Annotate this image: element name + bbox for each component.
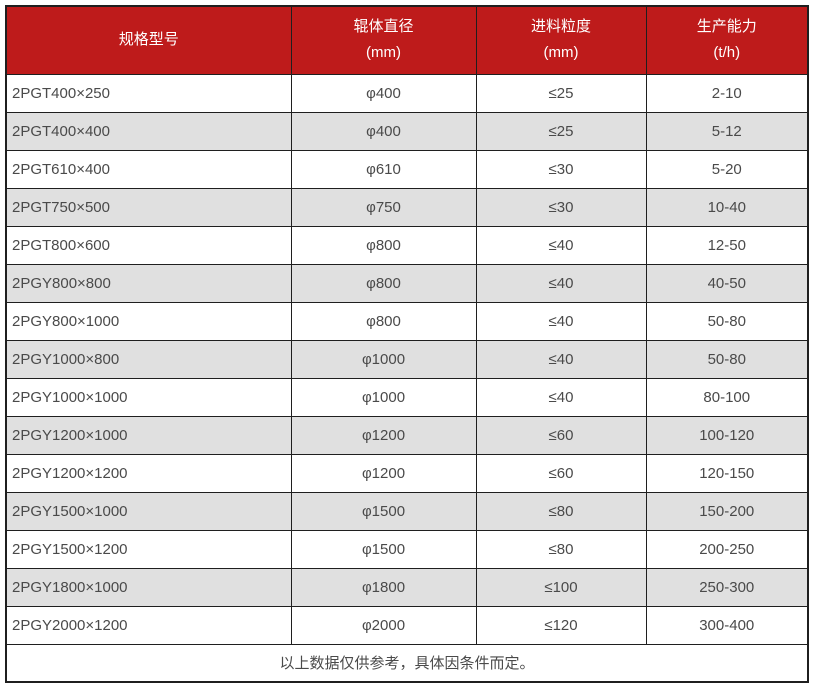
table-row: 2PGY1000×1000 φ1000 ≤40 80-100: [5, 377, 809, 417]
table-cell: φ1000: [290, 339, 477, 379]
table-cell: ≤80: [475, 491, 647, 531]
table-cell: 2PGY1000×1000: [5, 377, 292, 417]
table-row: 2PGT610×400 φ610 ≤30 5-20: [5, 149, 809, 189]
table-cell: ≤100: [475, 567, 647, 607]
header-title: 生产能力: [696, 18, 757, 36]
table-row: 2PGY800×800 φ800 ≤40 40-50: [5, 263, 809, 303]
table-cell: 200-250: [645, 529, 809, 569]
table-footnote: 以上数据仅供参考，具体因条件而定。: [5, 643, 809, 683]
table-cell: 40-50: [645, 263, 809, 303]
table-cell: 100-120: [645, 415, 809, 455]
table-row: 2PGT400×250 φ400 ≤25 2-10: [5, 73, 809, 113]
table-cell: 2PGY2000×1200: [5, 605, 292, 645]
header-unit: (t/h): [713, 44, 741, 62]
table-cell: φ1000: [290, 377, 477, 417]
header-title: 进料粒度: [530, 18, 591, 36]
table-cell: 2PGT400×400: [5, 111, 292, 151]
table-cell: 250-300: [645, 567, 809, 607]
table-row: 2PGT400×400 φ400 ≤25 5-12: [5, 111, 809, 151]
spec-table: 规格型号 辊体直径 (mm) 进料粒度 (mm) 生产能力 (t/h) 2PGT400×25…: [5, 5, 809, 683]
header-title: 规格型号: [118, 31, 179, 49]
table-cell: 2PGT800×600: [5, 225, 292, 265]
table-row: 2PGY1200×1200 φ1200 ≤60 120-150: [5, 453, 809, 493]
table-cell: 50-80: [645, 301, 809, 341]
table-row: 2PGY1000×800 φ1000 ≤40 50-80: [5, 339, 809, 379]
header-cell: 生产能力 (t/h): [645, 5, 809, 75]
table-cell: φ800: [290, 225, 477, 265]
table-cell: ≤25: [475, 111, 647, 151]
table-cell: 5-20: [645, 149, 809, 189]
table-cell: φ400: [290, 73, 477, 113]
table-cell: 2PGY1500×1000: [5, 491, 292, 531]
spec-table-header: 规格型号 辊体直径 (mm) 进料粒度 (mm) 生产能力 (t/h): [5, 5, 809, 75]
table-row: 2PGT750×500 φ750 ≤30 10-40: [5, 187, 809, 227]
table-cell: 2PGY1000×800: [5, 339, 292, 379]
header-cell: 规格型号: [5, 5, 292, 75]
table-cell: 300-400: [645, 605, 809, 645]
table-row: 2PGY1500×1200 φ1500 ≤80 200-250: [5, 529, 809, 569]
table-cell: 2PGY800×800: [5, 263, 292, 303]
header-cell: 进料粒度 (mm): [475, 5, 647, 75]
table-cell: 2PGT610×400: [5, 149, 292, 189]
table-row: 2PGY2000×1200 φ2000 ≤120 300-400: [5, 605, 809, 645]
table-cell: φ400: [290, 111, 477, 151]
table-cell: ≤30: [475, 149, 647, 189]
table-cell: 2PGY1500×1200: [5, 529, 292, 569]
table-cell: ≤40: [475, 377, 647, 417]
table-cell: ≤40: [475, 225, 647, 265]
table-cell: φ1500: [290, 491, 477, 531]
table-cell: ≤120: [475, 605, 647, 645]
table-cell: ≤60: [475, 453, 647, 493]
table-cell: 120-150: [645, 453, 809, 493]
table-cell: 2PGY1200×1200: [5, 453, 292, 493]
table-cell: ≤25: [475, 73, 647, 113]
table-cell: 2PGT400×250: [5, 73, 292, 113]
spec-table-footer: 以上数据仅供参考，具体因条件而定。: [5, 643, 809, 683]
table-cell: 80-100: [645, 377, 809, 417]
table-cell: 50-80: [645, 339, 809, 379]
table-cell: ≤40: [475, 263, 647, 303]
table-cell: 2PGY1800×1000: [5, 567, 292, 607]
spec-table-body: 2PGT400×250 φ400 ≤25 2-10 2PGT400×400 φ400 ≤25…: [5, 73, 809, 645]
table-cell: φ2000: [290, 605, 477, 645]
table-cell: ≤60: [475, 415, 647, 455]
table-cell: 12-50: [645, 225, 809, 265]
table-cell: 150-200: [645, 491, 809, 531]
table-cell: 10-40: [645, 187, 809, 227]
table-cell: 5-12: [645, 111, 809, 151]
table-row: 2PGT800×600 φ800 ≤40 12-50: [5, 225, 809, 265]
header-title: 辊体直径: [353, 18, 414, 36]
table-cell: φ1500: [290, 529, 477, 569]
footnote-row: 以上数据仅供参考，具体因条件而定。: [5, 643, 809, 683]
table-cell: ≤40: [475, 339, 647, 379]
table-cell: φ1200: [290, 415, 477, 455]
table-cell: 2PGY800×1000: [5, 301, 292, 341]
table-cell: 2PGY1200×1000: [5, 415, 292, 455]
table-cell: 2PGT750×500: [5, 187, 292, 227]
table-cell: φ750: [290, 187, 477, 227]
table-row: 2PGY1800×1000 φ1800 ≤100 250-300: [5, 567, 809, 607]
table-cell: 2-10: [645, 73, 809, 113]
spec-table-container: 规格型号 辊体直径 (mm) 进料粒度 (mm) 生产能力 (t/h) 2PGT400×25…: [5, 5, 809, 683]
header-cell: 辊体直径 (mm): [290, 5, 477, 75]
table-cell: φ1200: [290, 453, 477, 493]
table-cell: ≤80: [475, 529, 647, 569]
table-cell: ≤30: [475, 187, 647, 227]
table-cell: φ800: [290, 263, 477, 303]
header-unit: (mm): [366, 44, 401, 62]
table-cell: φ1800: [290, 567, 477, 607]
header-unit: (mm): [543, 44, 579, 62]
table-cell: ≤40: [475, 301, 647, 341]
header-row: 规格型号 辊体直径 (mm) 进料粒度 (mm) 生产能力 (t/h): [5, 5, 809, 75]
table-cell: φ800: [290, 301, 477, 341]
table-cell: φ610: [290, 149, 477, 189]
table-row: 2PGY1500×1000 φ1500 ≤80 150-200: [5, 491, 809, 531]
table-row: 2PGY1200×1000 φ1200 ≤60 100-120: [5, 415, 809, 455]
table-row: 2PGY800×1000 φ800 ≤40 50-80: [5, 301, 809, 341]
